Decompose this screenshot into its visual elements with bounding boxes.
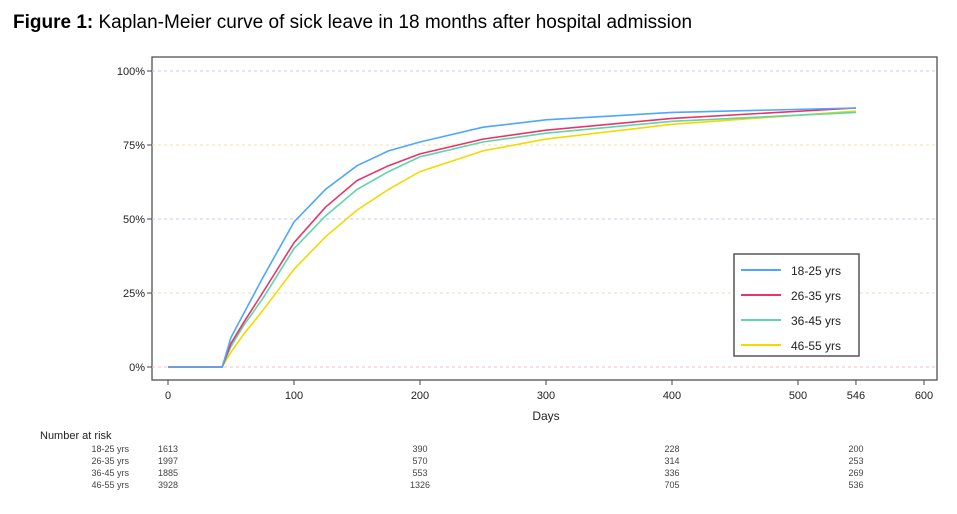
- risk-value: 3928: [158, 480, 178, 490]
- x-tick-label: 100: [285, 390, 303, 402]
- risk-table-title: Number at risk: [40, 430, 112, 442]
- legend-label: 18-25 yrs: [791, 264, 841, 278]
- risk-value: 390: [412, 444, 427, 454]
- y-tick-label: 0%: [129, 362, 145, 374]
- legend-label: 36-45 yrs: [791, 314, 841, 328]
- risk-value: 253: [848, 456, 863, 466]
- risk-value: 1997: [158, 456, 178, 466]
- risk-value: 314: [664, 456, 679, 466]
- risk-row-label: 26-35 yrs: [91, 456, 129, 466]
- legend-label: 46-55 yrs: [791, 339, 841, 353]
- figure-label: Figure 1:: [13, 12, 94, 33]
- x-tick-label: 546: [847, 390, 865, 402]
- x-tick-label: 400: [663, 390, 681, 402]
- y-tick-label: 25%: [123, 288, 145, 300]
- risk-row-label: 18-25 yrs: [91, 444, 129, 454]
- x-tick-label: 200: [411, 390, 429, 402]
- x-axis-label: Days: [532, 409, 559, 423]
- risk-value: 200: [848, 444, 863, 454]
- risk-value: 553: [412, 468, 427, 478]
- legend-label: 26-35 yrs: [791, 289, 841, 303]
- km-curve-18-25-yrs: [168, 107, 857, 368]
- risk-value: 1326: [410, 480, 430, 490]
- risk-value: 1885: [158, 468, 178, 478]
- y-tick-label: 50%: [123, 214, 145, 226]
- km-curve-46-55-yrs: [168, 110, 857, 368]
- x-tick-label: 0: [165, 390, 171, 402]
- risk-value: 570: [412, 456, 427, 466]
- x-tick-label: 600: [915, 390, 933, 402]
- risk-value: 705: [664, 480, 679, 490]
- km-curve-36-45-yrs: [168, 111, 857, 368]
- y-tick-label: 100%: [117, 66, 145, 78]
- risk-value: 536: [848, 480, 863, 490]
- risk-value: 1613: [158, 444, 178, 454]
- figure-caption: Kaplan-Meier curve of sick leave in 18 m…: [93, 12, 693, 33]
- risk-value: 336: [664, 468, 679, 478]
- km-curve-26-35-yrs: [168, 107, 857, 368]
- x-tick-label: 500: [789, 390, 807, 402]
- risk-row-label: 46-55 yrs: [91, 480, 129, 490]
- risk-value: 228: [664, 444, 679, 454]
- y-tick-label: 75%: [123, 140, 145, 152]
- figure-title: Figure 1: Kaplan-Meier curve of sick lea…: [13, 12, 692, 34]
- risk-row-label: 36-45 yrs: [91, 468, 129, 478]
- x-tick-label: 300: [537, 390, 555, 402]
- risk-value: 269: [848, 468, 863, 478]
